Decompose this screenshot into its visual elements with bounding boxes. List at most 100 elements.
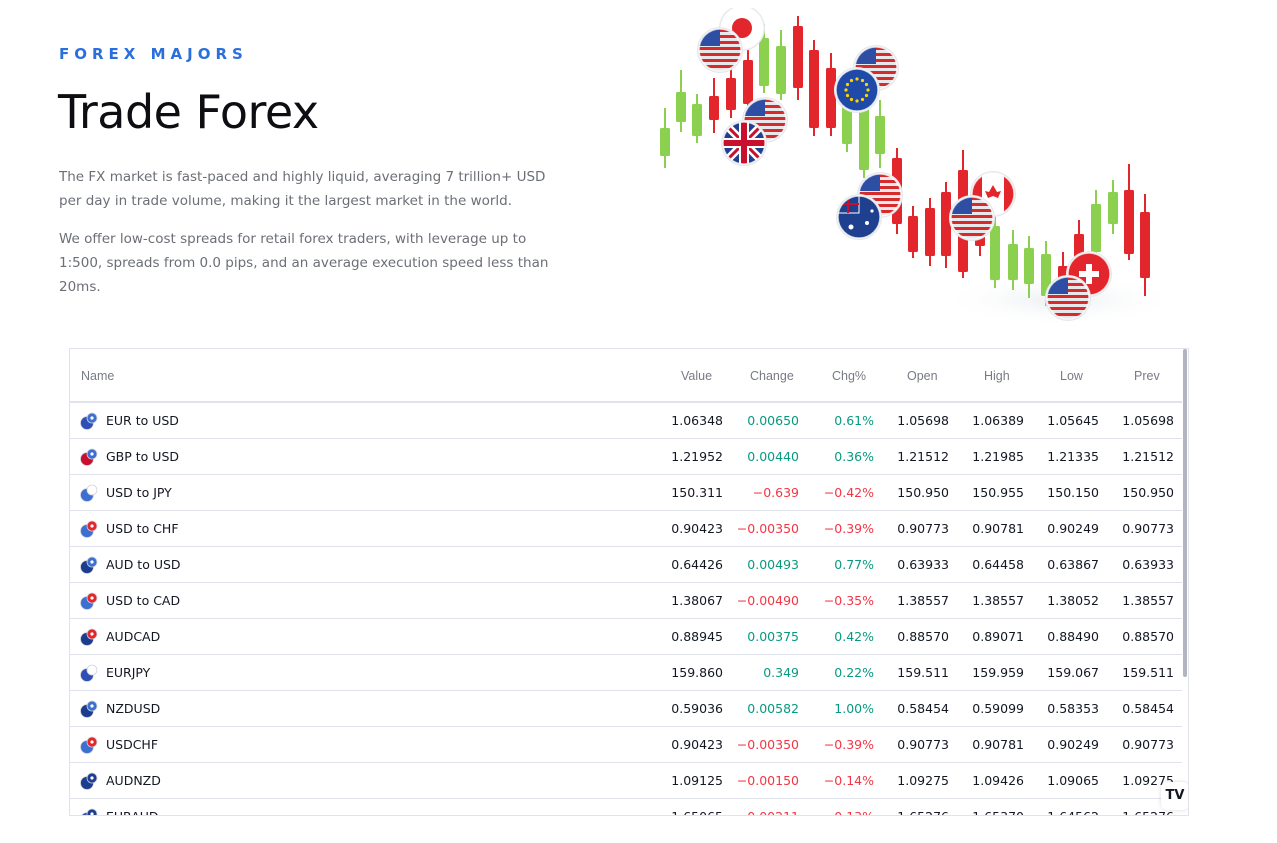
column-header-change[interactable]: Change xyxy=(750,369,794,383)
au-flag-coin-icon xyxy=(836,194,882,240)
cell-change: 0.00493 xyxy=(747,557,799,572)
cell-change: −0.639 xyxy=(752,485,799,500)
column-header-open[interactable]: Open xyxy=(907,369,938,383)
column-header-name[interactable]: Name xyxy=(81,369,115,383)
cell-open: 0.63933 xyxy=(897,557,949,572)
cell-value: 0.90423 xyxy=(671,737,723,752)
symbol-name-link[interactable]: USD to JPY xyxy=(106,485,172,500)
eu-flag-coin-icon xyxy=(834,67,880,113)
table-row[interactable]: EUR to USD 1.06348 0.00650 0.61% 1.05698 1.06… xyxy=(70,403,1182,439)
cell-chg-pct: 0.42% xyxy=(834,629,874,644)
cell-prev: 1.21512 xyxy=(1122,449,1174,464)
candle-body xyxy=(1124,190,1134,254)
ticker-rows: EUR to USD 1.06348 0.00650 0.61% 1.05698 1.06… xyxy=(70,403,1182,815)
cell-high: 1.65370 xyxy=(972,809,1024,815)
cell-change: 0.00650 xyxy=(747,413,799,428)
candle-body xyxy=(709,96,719,120)
column-header-prev[interactable]: Prev xyxy=(1134,369,1160,383)
candle-body xyxy=(875,116,885,154)
table-row[interactable]: NZDUSD 0.59036 0.00582 1.00% 0.58454 0.59099 0… xyxy=(70,691,1182,727)
cell-change: −0.00490 xyxy=(736,593,799,608)
cell-high: 1.38557 xyxy=(972,593,1024,608)
candle-body xyxy=(660,128,670,156)
symbol-name-link[interactable]: AUDCAD xyxy=(106,629,161,644)
cell-chg-pct: −0.39% xyxy=(823,521,874,536)
symbol-name-link[interactable]: AUDNZD xyxy=(106,773,161,788)
candlestick-series xyxy=(660,16,1150,306)
cell-high: 150.955 xyxy=(972,485,1024,500)
cell-low: 1.64562 xyxy=(1047,809,1099,815)
cell-high: 0.89071 xyxy=(972,629,1024,644)
candle-body xyxy=(726,78,736,110)
currency-pair-flag-icon xyxy=(80,556,98,574)
symbol-name-link[interactable]: GBP to USD xyxy=(106,449,180,464)
cell-change: −0.00150 xyxy=(736,773,799,788)
cell-chg-pct: 1.00% xyxy=(834,701,874,716)
cell-high: 0.90781 xyxy=(972,737,1024,752)
cell-chg-pct: 0.36% xyxy=(834,449,874,464)
cell-open: 1.21512 xyxy=(897,449,949,464)
cell-value: 0.88945 xyxy=(671,629,723,644)
candle-body xyxy=(1024,248,1034,284)
intro-paragraph: The FX market is fast-paced and highly l… xyxy=(59,169,546,209)
table-row[interactable]: EURAUD 1.65065 −0.00211 −0.13% 1.65276 1.6537… xyxy=(70,799,1182,815)
cell-low: 0.88490 xyxy=(1047,629,1099,644)
column-header-low[interactable]: Low xyxy=(1060,369,1083,383)
candle-body xyxy=(859,108,869,170)
candle-body xyxy=(1008,244,1018,280)
cell-low: 0.90249 xyxy=(1047,737,1099,752)
currency-pair-flag-icon xyxy=(80,520,98,538)
cell-high: 0.90781 xyxy=(972,521,1024,536)
cell-low: 159.067 xyxy=(1047,665,1099,680)
column-header-high[interactable]: High xyxy=(984,369,1010,383)
cell-high: 0.59099 xyxy=(972,701,1024,716)
symbol-name-link[interactable]: USD to CHF xyxy=(106,521,179,536)
vertical-scrollbar[interactable] xyxy=(1183,349,1187,677)
cell-high: 1.06389 xyxy=(972,413,1024,428)
table-row[interactable]: USD to CHF 0.90423 −0.00350 −0.39% 0.90773 0.… xyxy=(70,511,1182,547)
cell-open: 1.09275 xyxy=(897,773,949,788)
cell-change: 0.00440 xyxy=(747,449,799,464)
cell-chg-pct: 0.77% xyxy=(834,557,874,572)
tradingview-logo-icon[interactable]: TV xyxy=(1161,782,1188,810)
table-row[interactable]: AUDNZD 1.09125 −0.00150 −0.14% 1.09275 1.0942… xyxy=(70,763,1182,799)
symbol-name-link[interactable]: EUR to USD xyxy=(106,413,179,428)
offer-paragraph: We offer low-cost spreads for retail for… xyxy=(59,231,549,295)
table-row[interactable]: USDCHF 0.90423 −0.00350 −0.39% 0.90773 0.9078… xyxy=(70,727,1182,763)
candle-body xyxy=(1140,212,1150,278)
table-row[interactable]: USD to JPY 150.311 −0.639 −0.42% 150.950 150.… xyxy=(70,475,1182,511)
table-row[interactable]: GBP to USD 1.21952 0.00440 0.36% 1.21512 1.21… xyxy=(70,439,1182,475)
currency-pair-flag-icon xyxy=(80,412,98,430)
cell-change: 0.349 xyxy=(763,665,799,680)
column-header-value[interactable]: Value xyxy=(681,369,713,383)
currency-pair-flag-icon xyxy=(81,808,98,815)
currency-pair-flag-icon xyxy=(80,700,98,718)
table-row[interactable]: USD to CAD 1.38067 −0.00490 −0.35% 1.38557 1.… xyxy=(70,583,1182,619)
cell-chg-pct: −0.13% xyxy=(824,809,874,815)
cell-value: 0.64426 xyxy=(671,557,723,572)
cell-change: 0.00582 xyxy=(747,701,799,716)
section-eyebrow: FOREX MAJORS xyxy=(59,45,248,63)
symbol-name-link[interactable]: EURJPY xyxy=(106,665,151,680)
candle-body xyxy=(776,46,786,94)
symbol-name-link[interactable]: USD to CAD xyxy=(106,593,181,608)
column-header-chg-pct[interactable]: Chg% xyxy=(832,369,867,383)
candle-body xyxy=(793,26,803,88)
candle-body xyxy=(925,208,935,256)
candle-body xyxy=(1041,254,1051,296)
cell-chg-pct: −0.42% xyxy=(823,485,874,500)
currency-pair-flag-icon xyxy=(80,736,98,754)
cell-value: 1.65065 xyxy=(671,809,723,815)
symbol-name-link[interactable]: USDCHF xyxy=(106,737,159,752)
table-row[interactable]: EURJPY 159.860 0.349 0.22% 159.511 159.959 159… xyxy=(70,655,1182,691)
symbol-name-link[interactable]: NZDUSD xyxy=(106,701,161,716)
symbol-name-link[interactable]: AUD to USD xyxy=(106,557,181,572)
candle-body xyxy=(692,104,702,136)
table-row[interactable]: AUDCAD 0.88945 0.00375 0.42% 0.88570 0.89071 0… xyxy=(70,619,1182,655)
currency-pair-flag-icon xyxy=(80,592,98,610)
cell-open: 0.90773 xyxy=(897,521,949,536)
table-row[interactable]: AUD to USD 0.64426 0.00493 0.77% 0.63933 0.64… xyxy=(70,547,1182,583)
symbol-name-link[interactable]: EURAUD xyxy=(106,809,159,815)
cell-open: 1.38557 xyxy=(897,593,949,608)
cell-value: 1.06348 xyxy=(671,413,723,428)
